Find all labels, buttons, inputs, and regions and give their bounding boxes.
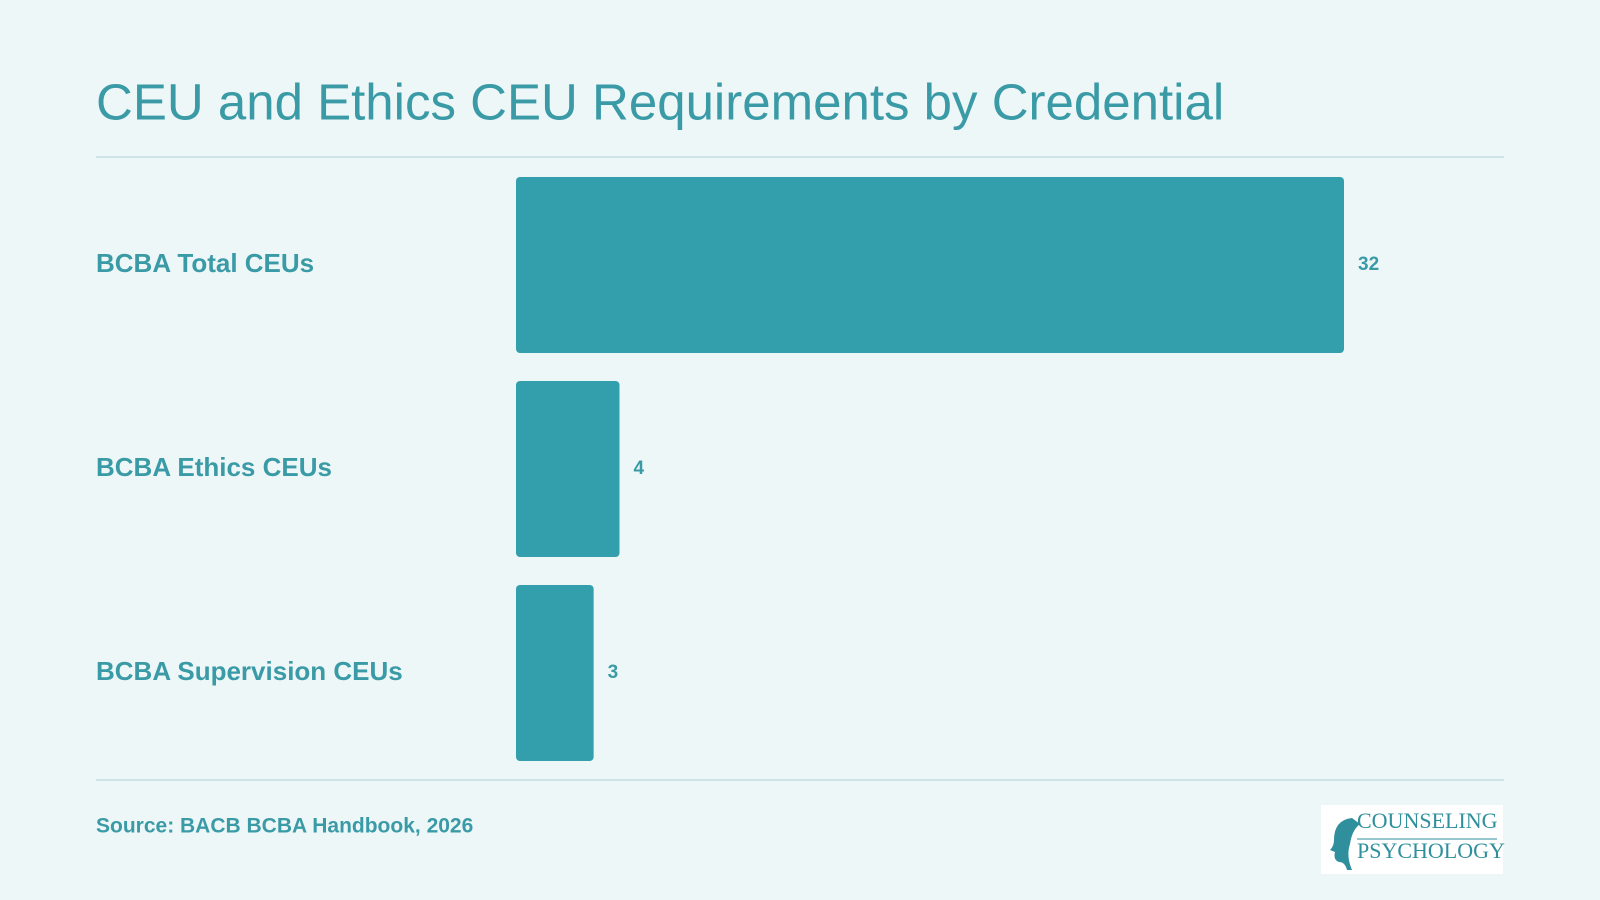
value-label: 4 xyxy=(634,458,645,479)
logo: COUNSELING PSYCHOLOGY xyxy=(1321,805,1505,874)
logo-icon xyxy=(1330,818,1360,870)
bar xyxy=(516,381,620,557)
category-label: BCBA Total CEUs xyxy=(96,248,314,278)
category-label: BCBA Ethics CEUs xyxy=(96,452,332,482)
bar xyxy=(516,585,594,761)
value-label: 32 xyxy=(1358,254,1379,275)
bar xyxy=(516,177,1344,353)
category-label: BCBA Supervision CEUs xyxy=(96,656,403,686)
logo-text: COUNSELING xyxy=(1357,808,1498,833)
value-label: 3 xyxy=(608,662,619,683)
chart-title: CEU and Ethics CEU Requirements by Crede… xyxy=(96,73,1224,130)
source: Source: BACB BCBA Handbook, 2026 xyxy=(96,815,473,838)
logo-text: PSYCHOLOGY xyxy=(1357,838,1505,863)
